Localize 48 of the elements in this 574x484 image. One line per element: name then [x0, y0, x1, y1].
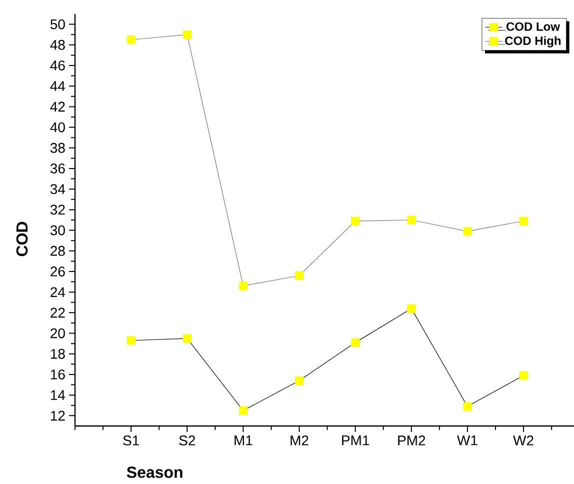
point: [407, 304, 416, 313]
x-axis-title: Season: [126, 466, 182, 478]
y-tick-label: 34: [50, 184, 66, 194]
x-tick-label: W2: [513, 436, 534, 446]
point: [238, 406, 248, 415]
point: [238, 282, 248, 290]
point: [351, 338, 360, 347]
point: [351, 216, 360, 226]
y-tick-label: 20: [50, 328, 65, 338]
y-tick-label: 22: [50, 308, 65, 318]
x-tick-label: PM2: [398, 436, 426, 446]
x-tick-label: M2: [290, 436, 308, 446]
y-tick-label: 14: [50, 390, 66, 400]
x-tick-label: PM1: [342, 436, 370, 446]
x-tick-label: W1: [457, 436, 478, 446]
y-tick-label: 12: [50, 410, 65, 421]
y-tick-label: 16: [50, 370, 65, 380]
y-tick-label: 38: [50, 142, 65, 153]
point: [519, 371, 528, 380]
y-tick-label: 40: [50, 122, 65, 132]
point: [463, 227, 472, 236]
y-tick-label: 26: [50, 266, 65, 276]
y-tick-label: 18: [50, 348, 65, 359]
x-tick-label: M1: [234, 436, 252, 446]
y-tick-label: 48: [50, 40, 65, 50]
y-tick-label: 44: [50, 81, 66, 91]
point: [294, 271, 304, 280]
y-tick-label: 32: [50, 204, 65, 215]
point: [182, 334, 192, 343]
point: [519, 216, 528, 226]
y-tick-label: 42: [50, 102, 65, 112]
point: [294, 376, 304, 385]
point: [126, 336, 136, 345]
point: [126, 35, 136, 44]
x-tick-label: S1: [123, 436, 139, 446]
y-axis-title: COD: [16, 222, 28, 256]
y-tick-label: 36: [50, 164, 65, 174]
y-tick-label: 46: [50, 60, 65, 70]
y-tick-label: 50: [50, 19, 65, 30]
y-tick-label: 24: [50, 287, 66, 297]
point: [407, 216, 416, 224]
y-tick-label: 28: [50, 246, 65, 256]
legend-label: COD High: [505, 36, 561, 48]
point: [463, 402, 472, 411]
legend-label: COD Low: [506, 22, 560, 31]
point: [182, 30, 192, 39]
x-tick-label: S2: [179, 436, 195, 446]
y-tick-label: 30: [50, 225, 65, 236]
